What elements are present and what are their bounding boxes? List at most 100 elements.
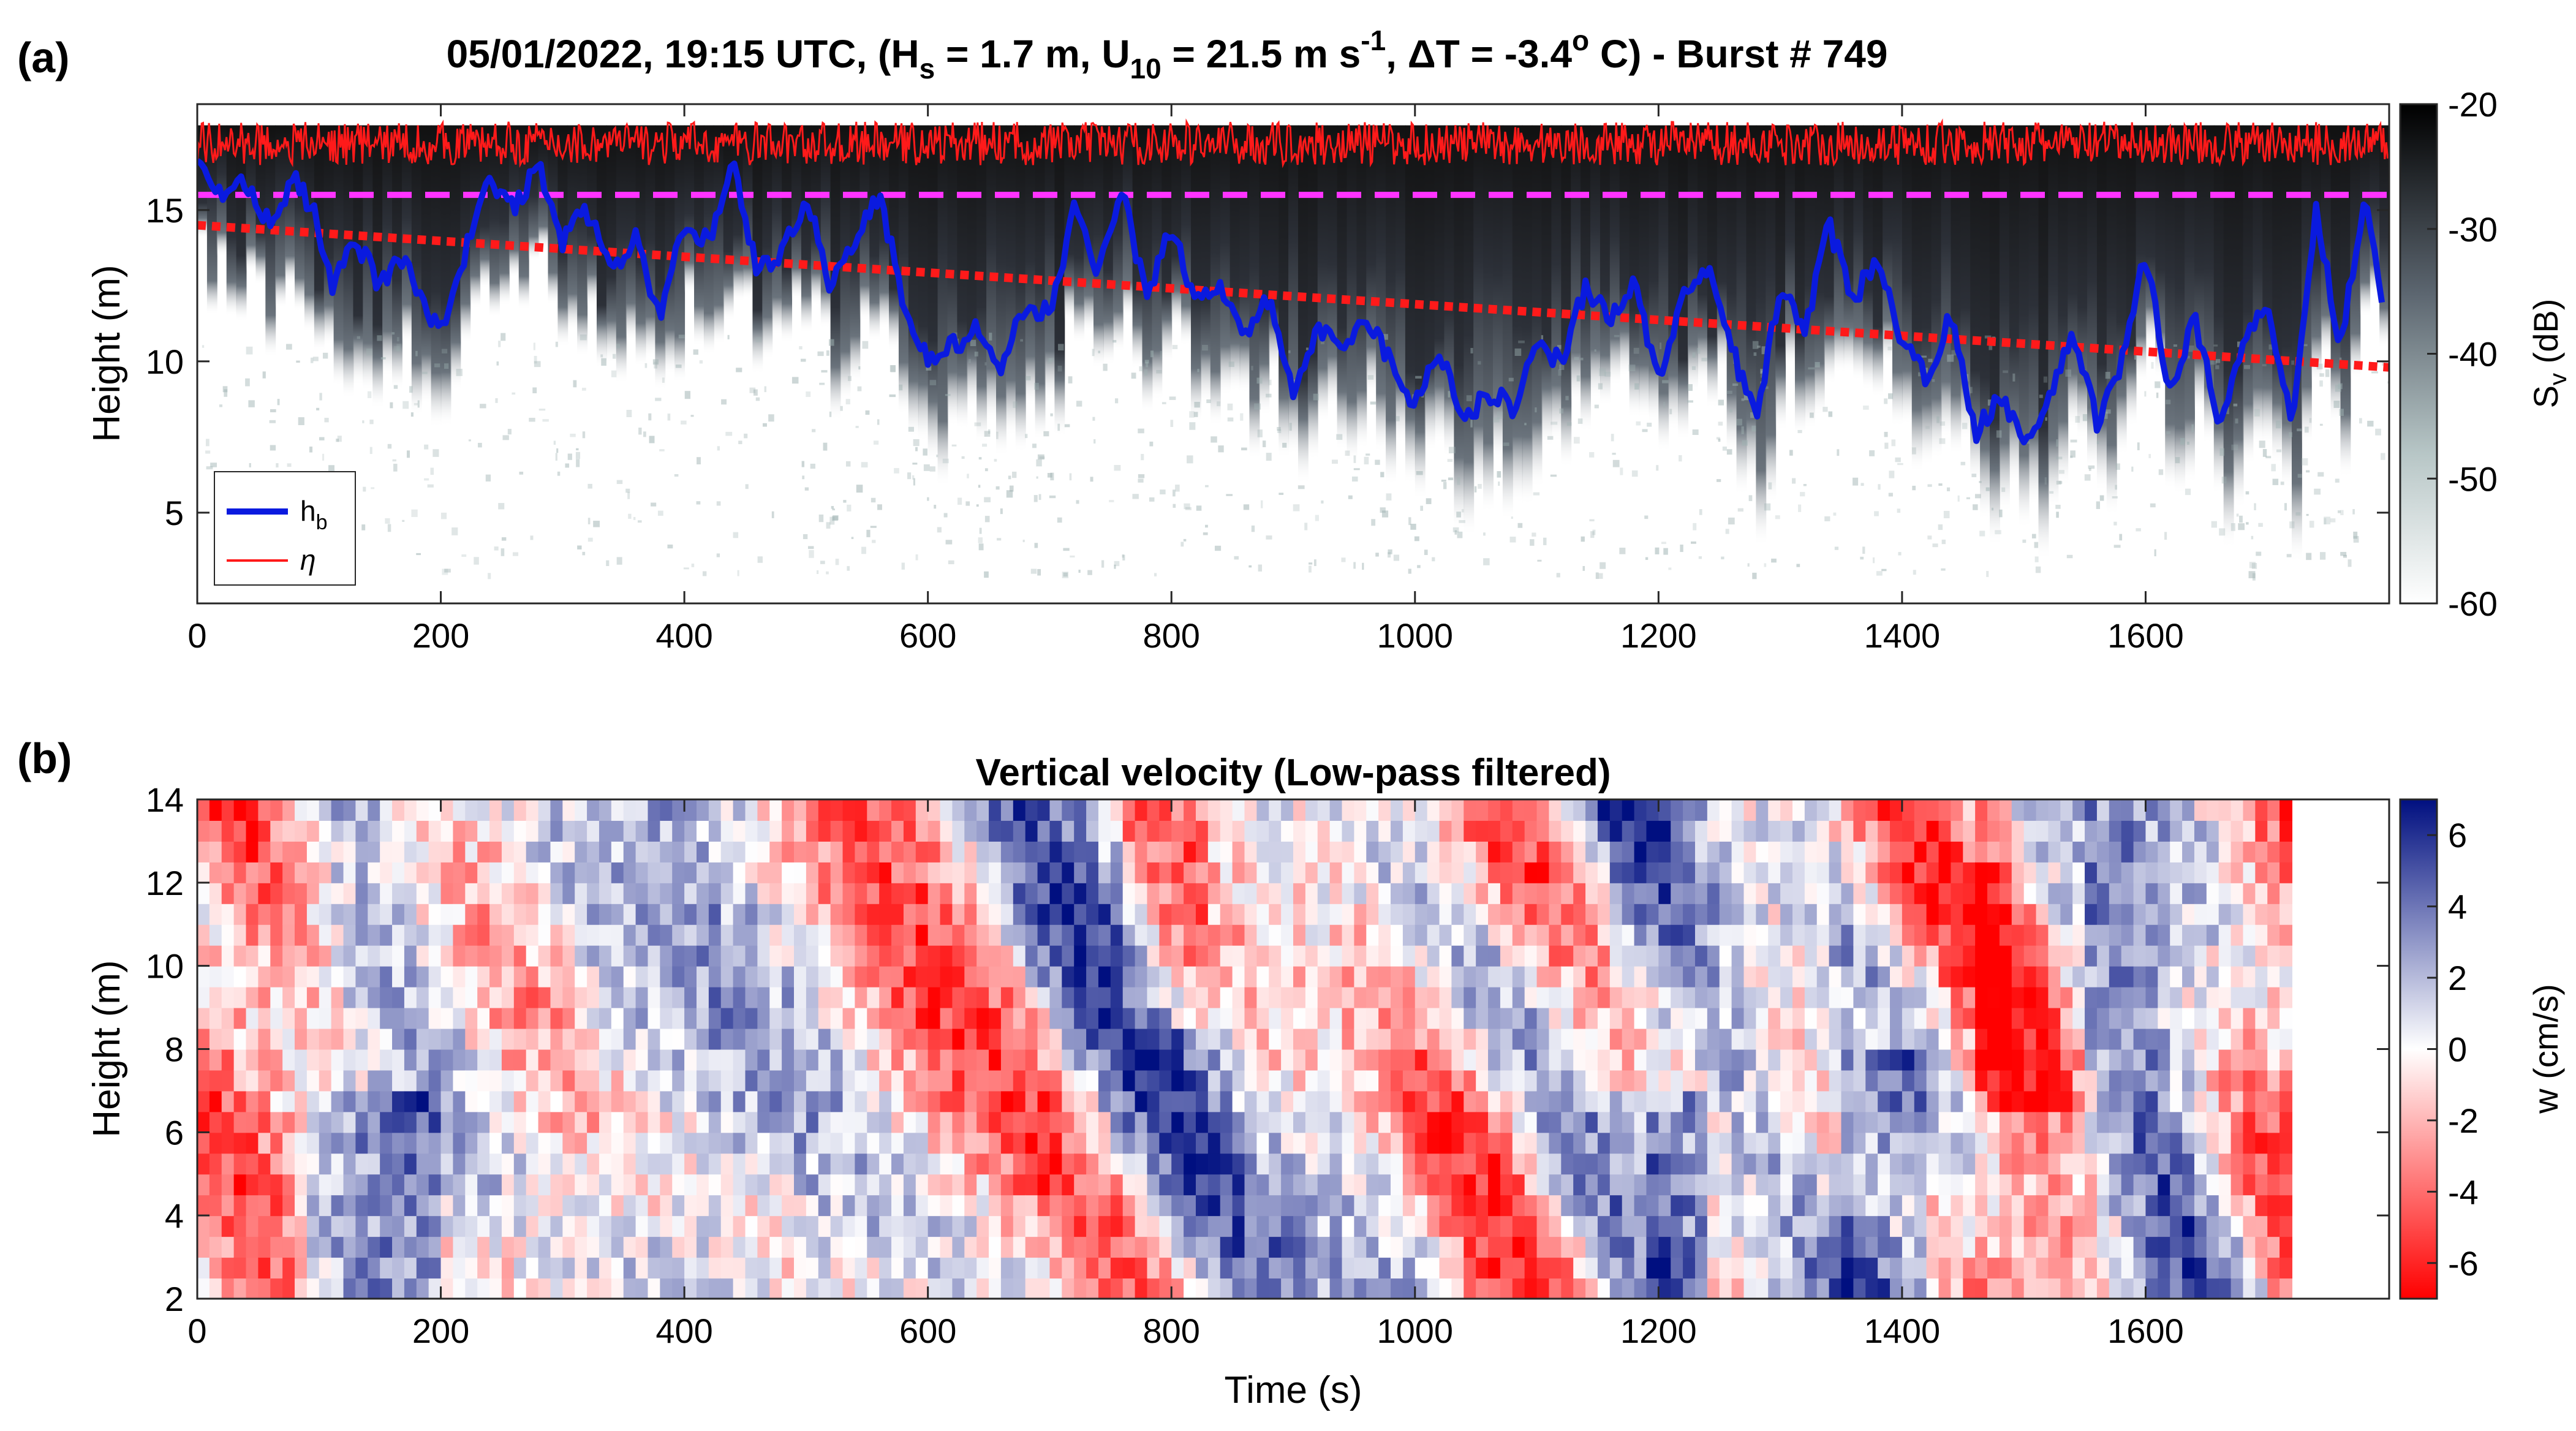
velocity-cell xyxy=(1816,1049,1830,1071)
velocity-cell xyxy=(550,1111,564,1133)
echogram-speck xyxy=(989,333,992,341)
echogram-speck xyxy=(1351,476,1358,482)
velocity-cell xyxy=(745,1007,758,1029)
echogram-speck xyxy=(648,413,652,421)
velocity-cell xyxy=(489,1028,502,1050)
velocity-cell xyxy=(1585,1257,1598,1279)
velocity-cell xyxy=(538,1195,551,1217)
velocity-cell xyxy=(696,903,709,925)
panel-a-title: 05/01/2022, 19:15 UTC, (Hs = 1.7 m, U10 … xyxy=(447,25,1888,85)
velocity-cell xyxy=(1074,1007,1087,1029)
velocity-cell xyxy=(1585,1070,1598,1092)
velocity-cell xyxy=(648,882,661,904)
velocity-cell xyxy=(1694,986,1708,1008)
velocity-cell xyxy=(1707,1195,1720,1217)
velocity-cell xyxy=(1683,1028,1696,1050)
velocity-cell xyxy=(940,1278,953,1299)
velocity-cell xyxy=(319,1028,332,1050)
velocity-cell xyxy=(1707,1028,1720,1050)
velocity-cell xyxy=(830,1028,844,1050)
velocity-cell xyxy=(331,1174,344,1196)
velocity-cell xyxy=(1439,840,1452,863)
velocity-cell xyxy=(1512,820,1525,842)
velocity-cell xyxy=(1926,1257,1940,1279)
velocity-cell xyxy=(2072,1278,2086,1299)
velocity-cell xyxy=(1086,965,1099,987)
velocity-cell xyxy=(282,1195,296,1217)
velocity-cell xyxy=(1025,1278,1038,1299)
velocity-cell xyxy=(635,1174,649,1196)
echogram-speck xyxy=(1911,447,1916,455)
echogram-speck xyxy=(862,341,869,349)
velocity-cell xyxy=(295,903,308,925)
velocity-cell xyxy=(1256,1257,1270,1279)
velocity-cell xyxy=(696,1278,709,1299)
velocity-cell xyxy=(538,903,551,925)
velocity-cell xyxy=(1244,1278,1258,1299)
velocity-cell xyxy=(1536,840,1550,863)
velocity-cell xyxy=(2109,903,2122,925)
velocity-cell xyxy=(1074,820,1087,842)
velocity-cell xyxy=(1391,1132,1403,1154)
echogram-speck xyxy=(1313,559,1316,567)
velocity-cell xyxy=(1694,1132,1708,1154)
echogram-speck xyxy=(1533,492,1540,496)
velocity-cell xyxy=(1439,1007,1452,1029)
velocity-cell xyxy=(1719,1028,1732,1050)
velocity-cell xyxy=(1792,1049,1805,1071)
velocity-cell xyxy=(2109,1215,2122,1237)
velocity-cell xyxy=(1768,1111,1781,1133)
velocity-cell xyxy=(1829,965,1842,987)
velocity-cell xyxy=(1938,1174,1952,1196)
velocity-cell xyxy=(1707,1153,1720,1175)
echogram-speck xyxy=(1070,555,1075,558)
velocity-cell xyxy=(1427,1007,1440,1029)
velocity-cell xyxy=(404,945,417,967)
velocity-cell xyxy=(1524,799,1538,821)
velocity-cell xyxy=(1694,1215,1708,1237)
velocity-cell xyxy=(575,1049,588,1071)
velocity-cell xyxy=(368,1195,381,1217)
velocity-cell xyxy=(599,799,612,821)
velocity-cell xyxy=(1415,945,1428,967)
title-hs-value: = 1.7 m, xyxy=(935,32,1101,76)
velocity-cell xyxy=(1841,1111,1854,1133)
echogram-speck xyxy=(1524,423,1527,426)
velocity-cell xyxy=(1853,1132,1867,1154)
echogram-speck xyxy=(846,461,851,467)
velocity-cell xyxy=(1086,1195,1099,1217)
velocity-cell xyxy=(319,1195,332,1217)
velocity-cell xyxy=(757,882,771,904)
velocity-cell xyxy=(392,945,405,967)
velocity-cell xyxy=(197,924,210,946)
velocity-cell xyxy=(1536,799,1550,821)
velocity-cell xyxy=(2085,1049,2098,1071)
velocity-cell xyxy=(1037,924,1051,946)
velocity-cell xyxy=(1634,1070,1647,1092)
velocity-cell xyxy=(757,1049,771,1071)
velocity-cell xyxy=(1524,1257,1538,1279)
velocity-cell xyxy=(1512,1049,1525,1071)
echogram-speck xyxy=(1441,480,1446,482)
velocity-cell xyxy=(1317,1174,1331,1196)
velocity-cell xyxy=(1926,1153,1940,1175)
velocity-cell xyxy=(1890,799,1903,821)
velocity-cell xyxy=(368,1153,381,1175)
velocity-cell xyxy=(1244,1111,1258,1133)
velocity-cell xyxy=(794,1278,807,1299)
velocity-cell xyxy=(1269,1174,1282,1196)
velocity-cell xyxy=(306,1049,320,1071)
velocity-cell xyxy=(672,1236,686,1258)
echogram-speck xyxy=(978,537,983,543)
velocity-cell xyxy=(319,1278,332,1299)
velocity-cell xyxy=(380,1111,393,1133)
velocity-cell xyxy=(1244,965,1258,987)
velocity-cell xyxy=(1135,1278,1148,1299)
velocity-cell xyxy=(453,1028,466,1050)
velocity-cell xyxy=(1573,799,1587,821)
velocity-cell xyxy=(1999,1132,2012,1154)
echogram-column xyxy=(1756,125,1767,546)
velocity-cell xyxy=(1000,1070,1014,1092)
echogram-speck xyxy=(1884,398,1888,404)
velocity-cell xyxy=(331,1090,344,1112)
